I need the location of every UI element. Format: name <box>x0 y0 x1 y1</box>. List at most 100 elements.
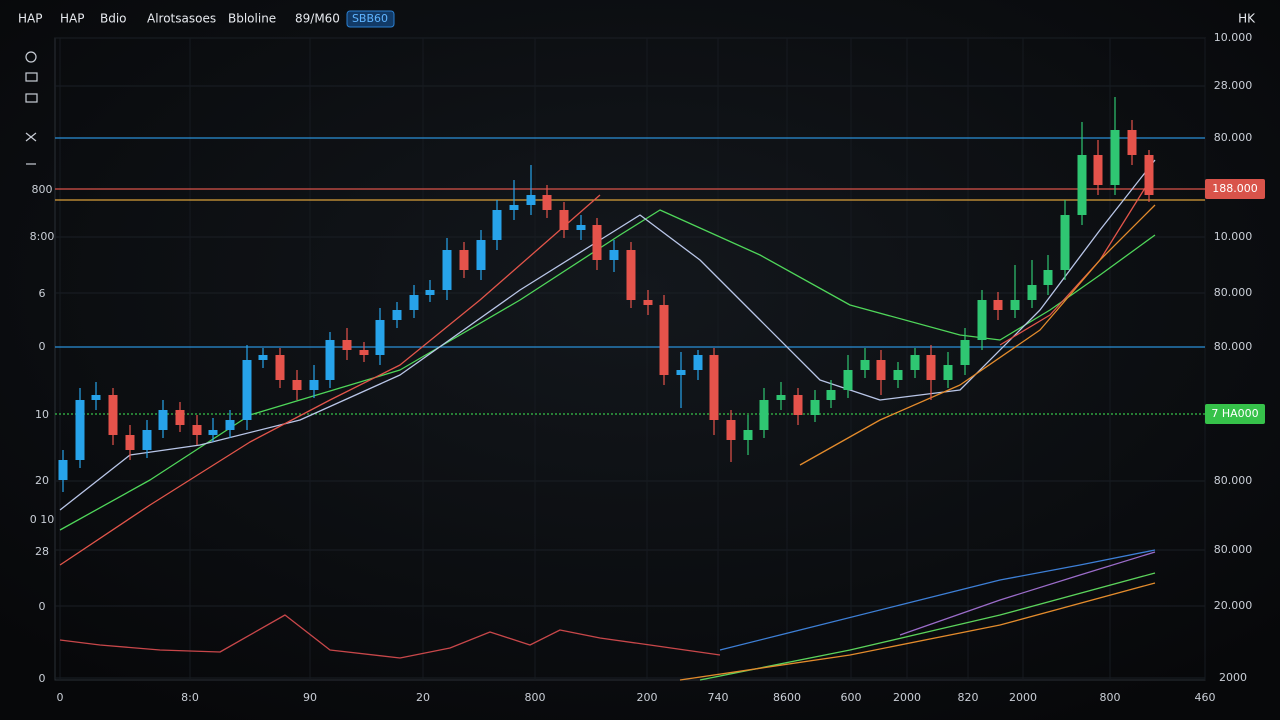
x-tick-label: 800 <box>525 691 546 704</box>
y-tick-label: 80.000 <box>1214 340 1253 353</box>
y2-tick-label: 0 <box>39 672 46 685</box>
candle-body <box>926 355 936 380</box>
candle-body <box>292 380 302 390</box>
toolbar-item[interactable]: HAP <box>60 12 84 26</box>
candle-body <box>1060 215 1070 270</box>
candle-body <box>258 355 268 360</box>
price-tag-label: 188.000 <box>1212 182 1258 195</box>
toolbar-item[interactable]: Bbloline <box>228 12 276 26</box>
price-tag <box>1205 404 1265 424</box>
candle-body <box>192 425 202 435</box>
symbol[interactable]: HK <box>1238 12 1256 26</box>
candle-body <box>542 195 552 210</box>
indicator-line <box>899 551 1156 636</box>
x-tick-label: 8600 <box>773 691 801 704</box>
y2-tick-label: 28 <box>35 545 49 558</box>
candle-body <box>242 360 252 420</box>
candle-body <box>509 205 519 210</box>
y2-tick-label: 8:00 <box>30 230 55 243</box>
badge-text: SBB60 <box>352 12 388 25</box>
x-tick-label: 20 <box>416 691 430 704</box>
indicator-line <box>59 614 721 659</box>
candle-body <box>275 355 285 380</box>
candle-body <box>793 395 803 415</box>
y2-tick-label: 0 <box>39 340 46 353</box>
candle-body <box>409 295 419 310</box>
candle-body <box>592 225 602 260</box>
x-tick-label: 90 <box>303 691 317 704</box>
candle-body <box>459 250 469 270</box>
indicator-line <box>59 194 601 566</box>
candle-body <box>1027 285 1037 300</box>
candle-body <box>977 300 987 340</box>
x-tick-label: 820 <box>958 691 979 704</box>
x-tick-label: 460 <box>1195 691 1216 704</box>
candle-body <box>1144 155 1154 195</box>
candle-body <box>442 250 452 290</box>
x-tick-label: 0 <box>57 691 64 704</box>
candle-body <box>1077 155 1087 215</box>
y2-tick-label: 0 <box>39 600 46 613</box>
indicator-line <box>719 549 1156 651</box>
candle-body <box>810 400 820 415</box>
candle-body <box>609 250 619 260</box>
candle-body <box>676 370 686 375</box>
y2-tick-label: 0 10 <box>30 513 55 526</box>
candle-body <box>826 390 836 400</box>
toolbar-item[interactable]: Alrotsasoes <box>147 12 216 26</box>
indicator-line <box>59 159 1156 511</box>
candle-body <box>559 210 569 230</box>
candle-body <box>643 300 653 305</box>
candle-body <box>910 355 920 370</box>
x-tick-label: 200 <box>637 691 658 704</box>
y-tick-label: 10.000 <box>1214 31 1253 44</box>
candle-body <box>893 370 903 380</box>
candle-body <box>425 290 435 295</box>
y-tick-label: 28.000 <box>1214 79 1253 92</box>
indicator-line <box>679 582 1156 681</box>
candle-body <box>943 365 953 380</box>
candle-body <box>709 355 719 420</box>
candle-body <box>492 210 502 240</box>
price-tag-label: 7 HA000 <box>1211 407 1258 420</box>
candle-body <box>125 435 135 450</box>
y2-tick-label: 6 <box>39 287 46 300</box>
candle-body <box>960 340 970 365</box>
indicator-line <box>699 572 1156 681</box>
candle-body <box>392 310 402 320</box>
candle-body <box>208 430 218 435</box>
candle-body <box>108 395 118 435</box>
y2-tick-label: 800 <box>32 183 53 196</box>
candle-body <box>309 380 319 390</box>
indicator-line <box>799 204 1156 466</box>
badge[interactable] <box>346 10 395 28</box>
y-tick-label: 2000 <box>1219 671 1247 684</box>
indicator-line <box>999 179 1151 346</box>
candle-body <box>843 370 853 390</box>
x-tick-label: 2000 <box>893 691 921 704</box>
y-tick-label: 80.000 <box>1214 286 1253 299</box>
x-tick-label: 800 <box>1100 691 1121 704</box>
candle-body <box>576 225 586 230</box>
price-tag <box>1205 179 1265 199</box>
candle-body <box>175 410 185 425</box>
candle-body <box>158 410 168 430</box>
x-tick-label: 740 <box>708 691 729 704</box>
tool-icons[interactable] <box>25 51 38 165</box>
candle-body <box>860 360 870 370</box>
candle-body <box>375 320 385 355</box>
candle-body <box>726 420 736 440</box>
x-tick-label: 8:0 <box>181 691 199 704</box>
toolbar-item[interactable]: HAP <box>18 12 42 26</box>
toolbar-item[interactable]: 89/M60 <box>295 12 340 26</box>
candle-body <box>759 400 769 430</box>
y-tick-label: 80.000 <box>1214 131 1253 144</box>
y-tick-label: 80.000 <box>1214 474 1253 487</box>
y-tick-label: 10.000 <box>1214 230 1253 243</box>
y-tick-label: 80.000 <box>1214 543 1253 556</box>
x-tick-label: 600 <box>841 691 862 704</box>
toolbar-item[interactable]: Bdio <box>100 12 127 26</box>
x-tick-label: 2000 <box>1009 691 1037 704</box>
